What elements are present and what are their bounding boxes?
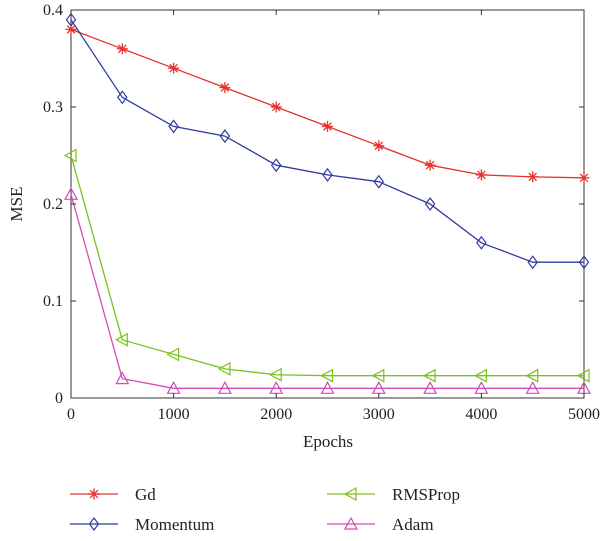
x-tick-label: 0	[67, 406, 75, 423]
data-point-gd	[322, 120, 333, 132]
y-tick-label: 0.4	[43, 2, 63, 19]
x-tick-label: 4000	[465, 406, 497, 423]
legend: Gd Momentum RMSProp Adam	[70, 485, 460, 534]
data-point-momentum	[476, 235, 487, 250]
data-point-momentum	[117, 90, 128, 105]
data-point-rmsprop	[115, 332, 128, 347]
data-point-gd	[475, 169, 487, 181]
data-point-gd	[168, 62, 180, 74]
data-point-gd	[527, 171, 539, 183]
data-point-rmsprop	[166, 347, 180, 362]
data-point-momentum	[168, 119, 179, 134]
x-tick-label: 3000	[363, 406, 395, 423]
y-axis-title: MSE	[7, 187, 26, 222]
data-point-gd	[65, 23, 77, 35]
data-point-momentum	[373, 174, 385, 189]
data-point-adam	[423, 381, 438, 394]
data-point-adam	[217, 381, 232, 394]
legend-marker-rmsprop	[343, 486, 357, 502]
data-point-momentum	[219, 129, 231, 144]
x-tick-label: 2000	[260, 406, 292, 423]
data-point-gd	[578, 172, 590, 184]
series-line-rmsprop	[70, 155, 584, 377]
data-point-rmsprop	[268, 367, 282, 382]
data-point-rmsprop	[474, 368, 487, 383]
data-point-rmsprop	[63, 148, 77, 163]
series-line-momentum	[70, 19, 584, 263]
data-point-rmsprop	[576, 368, 590, 383]
legend-label-rmsprop: RMSProp	[392, 485, 460, 504]
y-tick-label: 0.3	[43, 99, 63, 116]
data-point-momentum	[424, 197, 436, 211]
series-marks	[63, 12, 592, 394]
y-tick-label: 0.2	[43, 196, 63, 213]
data-point-adam	[525, 381, 540, 394]
data-point-gd	[270, 101, 282, 113]
data-point-gd	[424, 159, 436, 171]
data-point-rmsprop	[525, 368, 539, 383]
legend-label-gd: Gd	[135, 485, 156, 504]
data-point-adam	[320, 381, 335, 394]
x-axis-title: Epochs	[303, 432, 353, 451]
data-point-momentum	[527, 255, 538, 270]
plot-area	[70, 9, 585, 399]
legend-label-momentum: Momentum	[135, 515, 214, 534]
data-point-momentum	[65, 12, 77, 27]
series-line-adam	[70, 194, 584, 389]
data-point-rmsprop	[217, 361, 231, 376]
legend-marker-momentum	[88, 517, 100, 531]
x-tick-label: 1000	[158, 406, 190, 423]
data-point-rmsprop	[371, 368, 385, 383]
data-point-gd	[373, 140, 385, 152]
data-point-adam	[115, 371, 130, 385]
data-point-adam	[63, 187, 79, 200]
data-point-rmsprop	[422, 368, 436, 383]
legend-label-adam: Adam	[392, 515, 434, 534]
data-point-momentum	[322, 167, 333, 182]
data-point-momentum	[270, 158, 282, 173]
plot-frame	[70, 9, 585, 399]
data-point-rmsprop	[320, 368, 334, 383]
legend-marker-adam	[343, 516, 359, 530]
y-tick-label: 0.1	[43, 293, 63, 310]
x-tick-label: 5000	[568, 406, 600, 423]
series-line-gd	[70, 28, 585, 179]
data-point-gd	[219, 82, 231, 94]
data-point-momentum	[578, 255, 590, 270]
legend-marker-gd	[88, 488, 100, 500]
y-tick-label: 0	[55, 390, 63, 407]
data-point-gd	[116, 43, 128, 55]
axes: 0 1000 2000 3000 4000 5000 0 0.1 0.2 0.3 0.4	[43, 2, 600, 423]
